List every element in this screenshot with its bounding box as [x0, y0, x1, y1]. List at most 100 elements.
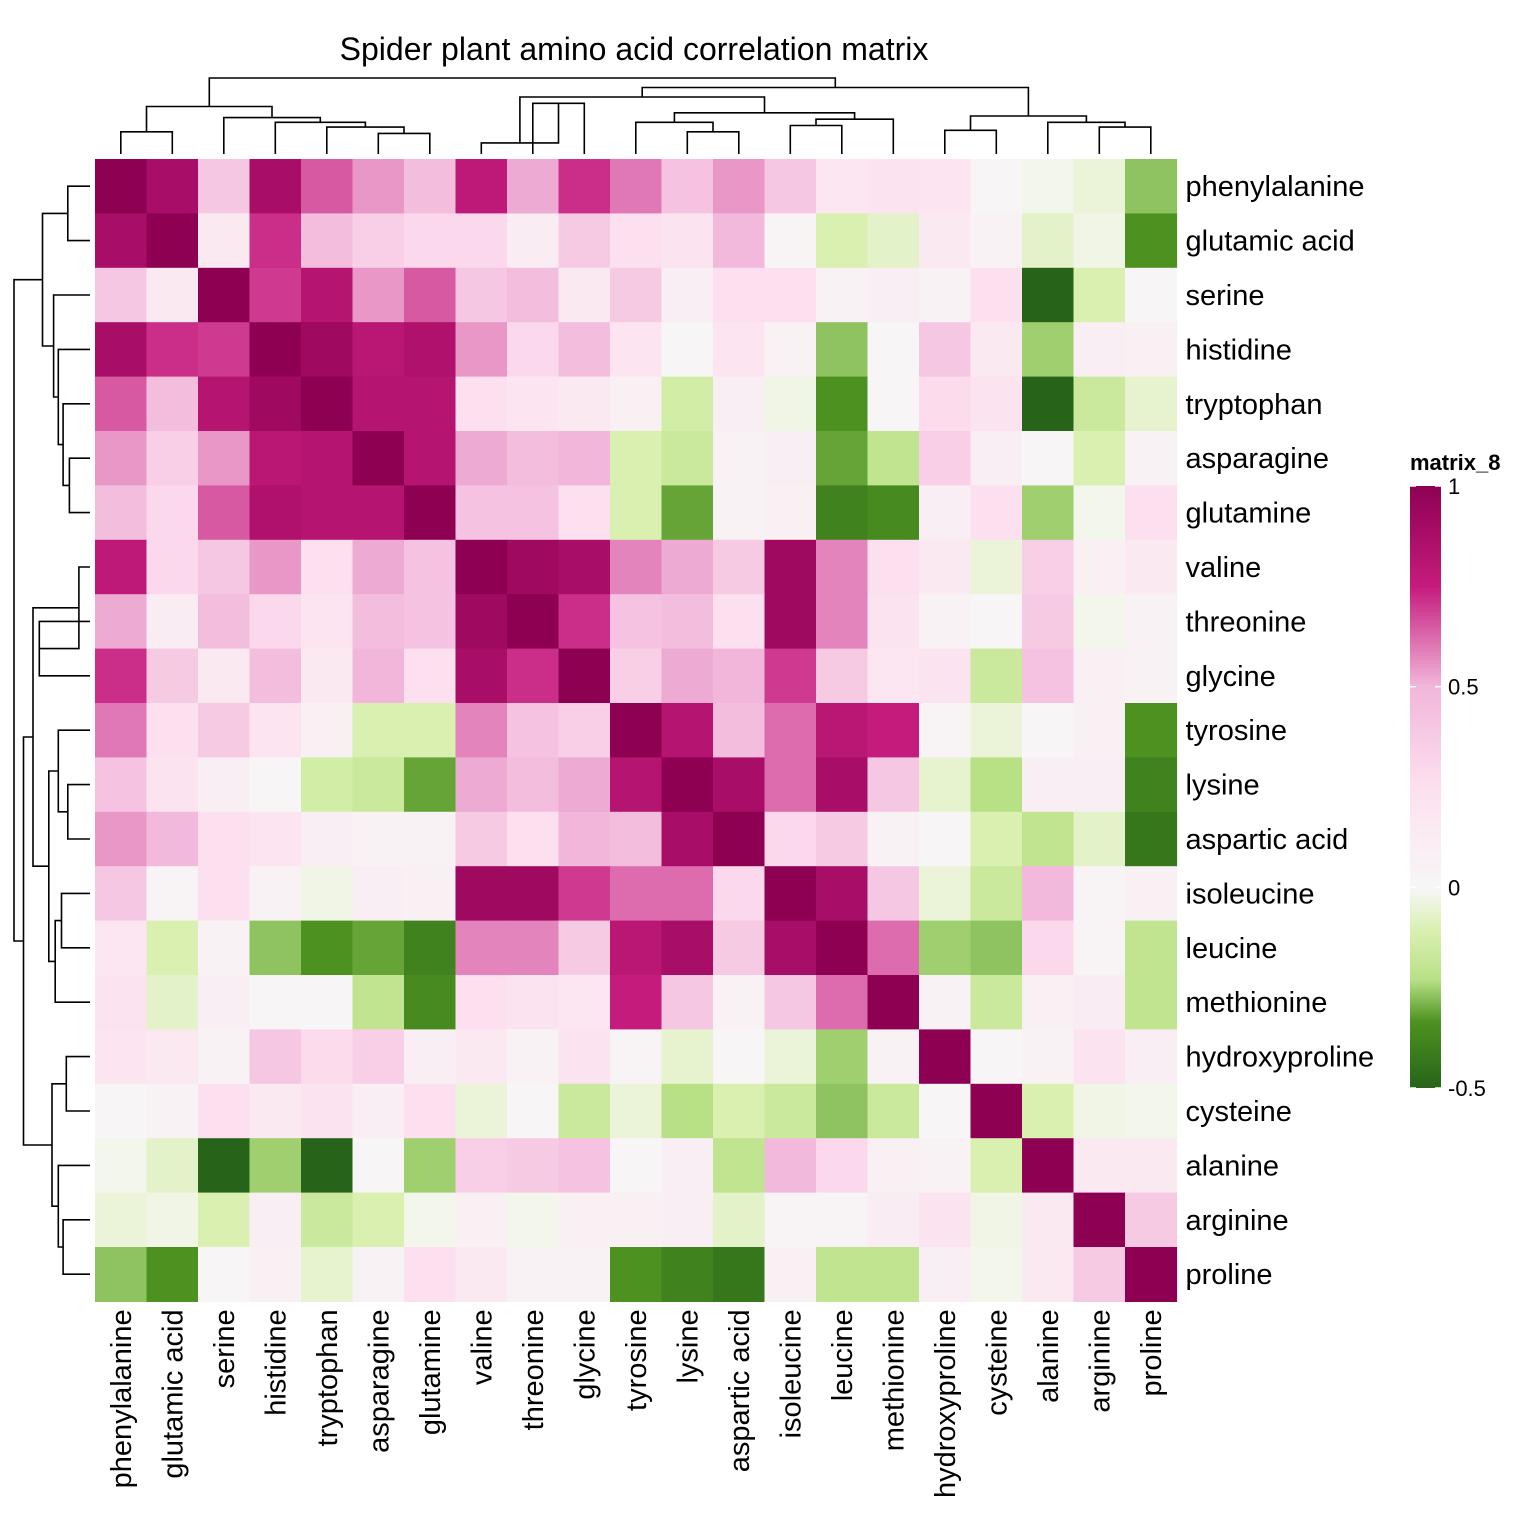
heatmap-cell [352, 267, 405, 323]
heatmap-cell [713, 920, 766, 976]
heatmap-cell [867, 539, 920, 595]
heatmap-cell [301, 267, 354, 323]
heatmap-cell [352, 975, 405, 1030]
heatmap-cell [198, 267, 251, 323]
heatmap-cell [610, 920, 663, 976]
heatmap-cell [1125, 703, 1178, 758]
heatmap-cell [970, 1138, 1023, 1194]
heatmap-cell [764, 159, 817, 214]
heatmap-cell [558, 376, 611, 432]
heatmap-cell [455, 648, 508, 704]
heatmap-cell [507, 1192, 560, 1248]
heatmap-cell [198, 376, 251, 432]
heatmap-cell [95, 757, 148, 813]
heatmap-cell [301, 376, 354, 432]
heatmap-cell [455, 1029, 508, 1085]
heatmap-cell [249, 267, 302, 323]
heatmap-cell [249, 1083, 302, 1139]
heatmap-cell [558, 267, 611, 323]
dendrogram-branch [22, 736, 52, 1146]
heatmap-cell [249, 159, 302, 214]
heatmap-cell [661, 1083, 714, 1139]
heatmap-cell [661, 539, 714, 595]
heatmap-cell [919, 594, 972, 650]
heatmap-cell [95, 1247, 148, 1302]
row-label: hydroxyproline [1186, 1042, 1375, 1074]
heatmap-cell [1073, 811, 1126, 867]
heatmap-cell [816, 594, 869, 650]
heatmap-cell [1022, 1138, 1075, 1194]
heatmap-cell [816, 322, 869, 378]
heatmap-cell [455, 159, 508, 214]
heatmap-cell [1125, 539, 1178, 595]
heatmap-cell [919, 1247, 972, 1302]
heatmap-cell [867, 811, 920, 867]
heatmap-cell [867, 1247, 920, 1302]
dendrogram-branch [57, 1164, 90, 1248]
row-label: proline [1186, 1259, 1273, 1291]
dendrogram-branch [789, 124, 843, 154]
heatmap-cell [352, 539, 405, 595]
chart-title: Spider plant amino acid correlation matr… [340, 31, 929, 67]
column-label: histidine [260, 1309, 292, 1415]
dendrogram-branch [67, 783, 90, 840]
heatmap-cell [1022, 1192, 1075, 1248]
heatmap-cell [867, 376, 920, 432]
heatmap-cell [146, 594, 199, 650]
heatmap-cell [558, 1192, 611, 1248]
heatmap-cell [816, 267, 869, 323]
heatmap-cell [1073, 1083, 1126, 1139]
heatmap-cell [95, 648, 148, 704]
row-label: valine [1186, 552, 1262, 584]
heatmap-cell [301, 431, 354, 486]
row-label: histidine [1186, 334, 1292, 366]
heatmap-cell [764, 485, 817, 541]
heatmap-cell [455, 485, 508, 541]
heatmap-cell [507, 539, 560, 595]
heatmap-cell [970, 594, 1023, 650]
heatmap-cell [713, 1138, 766, 1194]
heatmap-cell [404, 376, 457, 432]
heatmap-cell [558, 159, 611, 214]
heatmap-cell [610, 322, 663, 378]
row-label: leucine [1186, 933, 1278, 965]
column-label: leucine [827, 1309, 859, 1401]
heatmap-cell [1125, 267, 1178, 323]
column-label: tryptophan [312, 1309, 344, 1446]
heatmap-cell [816, 1247, 869, 1302]
heatmap-cell [301, 1083, 354, 1139]
dendrogram-branch [39, 566, 90, 650]
column-label: glutamine [415, 1309, 447, 1435]
heatmap-cell [95, 920, 148, 976]
heatmap-cell [507, 811, 560, 867]
heatmap-cell [919, 213, 972, 269]
heatmap-cell [970, 376, 1023, 432]
heatmap-cell [919, 539, 972, 595]
heatmap-cell [301, 322, 354, 378]
heatmap-cell [764, 1083, 817, 1139]
heatmap-cell [404, 1029, 457, 1085]
column-label: tyrosine [621, 1309, 653, 1411]
heatmap-cell [404, 431, 457, 486]
dendrogram-branch [67, 185, 90, 242]
heatmap-cell [146, 1083, 199, 1139]
heatmap-cell [404, 703, 457, 758]
heatmap-cell [95, 539, 148, 595]
column-label: aspartic acid [724, 1309, 756, 1472]
heatmap-cell [816, 376, 869, 432]
heatmap-cell [1022, 1083, 1075, 1139]
column-label: hydroxyproline [930, 1309, 962, 1498]
heatmap-cell [198, 1083, 251, 1139]
heatmap-cell [661, 920, 714, 976]
heatmap-cell [146, 322, 199, 378]
heatmap-cell [867, 1138, 920, 1194]
heatmap-cell [1073, 159, 1126, 214]
heatmap-cell [919, 703, 972, 758]
heatmap-cell [1073, 920, 1126, 976]
heatmap-cell [558, 1083, 611, 1139]
heatmap-cell [507, 267, 560, 323]
heatmap-cell [146, 267, 199, 323]
heatmap-cell [404, 920, 457, 976]
heatmap-cell [816, 975, 869, 1030]
